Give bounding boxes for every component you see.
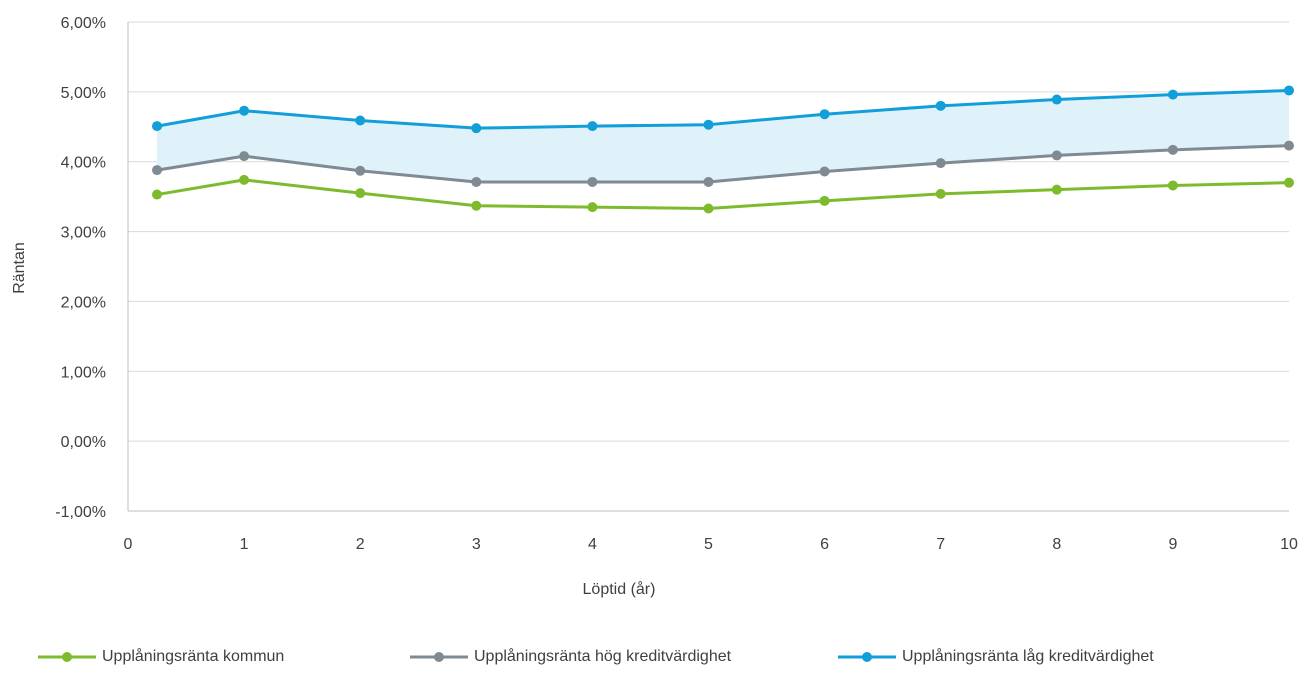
x-tick-labels: 0 1 2 3 4 5 6 7 8 9 10: [124, 536, 1298, 553]
data-point: [1284, 85, 1294, 96]
x-tick-label: 8: [1052, 536, 1061, 553]
y-tick-label: 5,00%: [61, 85, 106, 102]
data-point: [1167, 144, 1178, 155]
data-point: [703, 119, 714, 130]
shaded-band: [157, 90, 1289, 182]
x-tick-label: 7: [936, 536, 945, 553]
data-point: [152, 165, 163, 176]
x-tick-label: 9: [1168, 536, 1177, 553]
data-point: [587, 176, 598, 187]
data-point: [239, 105, 250, 116]
legend-label: Upplåningsränta hög kreditvärdighet: [474, 648, 732, 665]
y-tick-label: 3,00%: [61, 225, 106, 242]
series-line: [156, 178, 1290, 211]
data-point: [1284, 140, 1294, 151]
x-tick-label: 4: [588, 536, 597, 553]
data-point: [1051, 150, 1062, 161]
y-tick-label: 2,00%: [61, 294, 106, 311]
data-point: [1167, 89, 1178, 100]
data-point: [152, 121, 163, 132]
data-point: [819, 109, 830, 120]
data-point: [471, 200, 482, 211]
legend-item: Upplåningsränta hög kreditvärdighet: [410, 648, 731, 666]
data-point: [703, 176, 714, 187]
legend-label: Upplåningsränta kommun: [102, 648, 285, 665]
legend-swatch: [838, 652, 896, 662]
data-point: [587, 202, 598, 213]
y-tick-label: 1,00%: [61, 364, 106, 381]
y-tick-label: 6,00%: [61, 15, 106, 32]
data-point: [1051, 184, 1062, 195]
x-tick-label: 10: [1280, 536, 1298, 553]
legend-label: Upplåningsränta låg kreditvärdighet: [902, 648, 1154, 665]
series-group: [152, 85, 1294, 214]
band-area: [157, 90, 1289, 182]
data-point: [935, 100, 946, 111]
legend-item: Upplåningsränta kommun: [38, 648, 284, 666]
legend-swatch: [38, 652, 96, 662]
data-point: [935, 158, 946, 169]
data-point: [1167, 180, 1178, 191]
x-tick-label: 3: [472, 536, 481, 553]
line-chart: -1,00% 0,00% 1,00% 2,00% 3,00% 4,00% 5,00% 6,00…: [11, 15, 1298, 598]
y-tick-label: 0,00%: [61, 434, 106, 451]
x-tick-label: 1: [240, 536, 249, 553]
data-point: [935, 188, 946, 199]
y-tick-label: 4,00%: [61, 155, 106, 172]
data-point: [355, 165, 366, 176]
data-point: [819, 195, 830, 206]
x-tick-label: 5: [704, 536, 713, 553]
series-1: [152, 174, 1294, 214]
data-point: [1051, 94, 1062, 105]
series-3: [152, 85, 1294, 134]
legend-swatch: [410, 652, 468, 662]
legend-item: Upplåningsränta låg kreditvärdighet: [838, 648, 1154, 666]
x-tick-label: 2: [356, 536, 365, 553]
x-tick-label: 0: [124, 536, 133, 553]
data-point: [239, 151, 250, 162]
data-point: [819, 166, 830, 177]
data-point: [471, 123, 482, 134]
x-axis-title: Löptid (år): [583, 580, 656, 598]
y-tick-labels: -1,00% 0,00% 1,00% 2,00% 3,00% 4,00% 5,00% 6,00…: [55, 15, 106, 521]
y-axis-title: Räntan: [11, 242, 28, 294]
data-point: [471, 176, 482, 187]
y-tick-label: -1,00%: [55, 504, 106, 521]
x-tick-label: 6: [820, 536, 829, 553]
data-point: [355, 188, 366, 199]
data-point: [239, 174, 250, 185]
gridlines: [128, 21, 1289, 442]
series-2: [152, 140, 1294, 187]
data-point: [152, 189, 163, 200]
data-point: [587, 121, 598, 132]
axes: [127, 22, 1289, 512]
data-point: [1284, 177, 1294, 188]
data-point: [703, 203, 714, 214]
data-point: [355, 115, 366, 126]
legend: Upplåningsränta kommun Upplåningsränta hö…: [0, 648, 1304, 672]
